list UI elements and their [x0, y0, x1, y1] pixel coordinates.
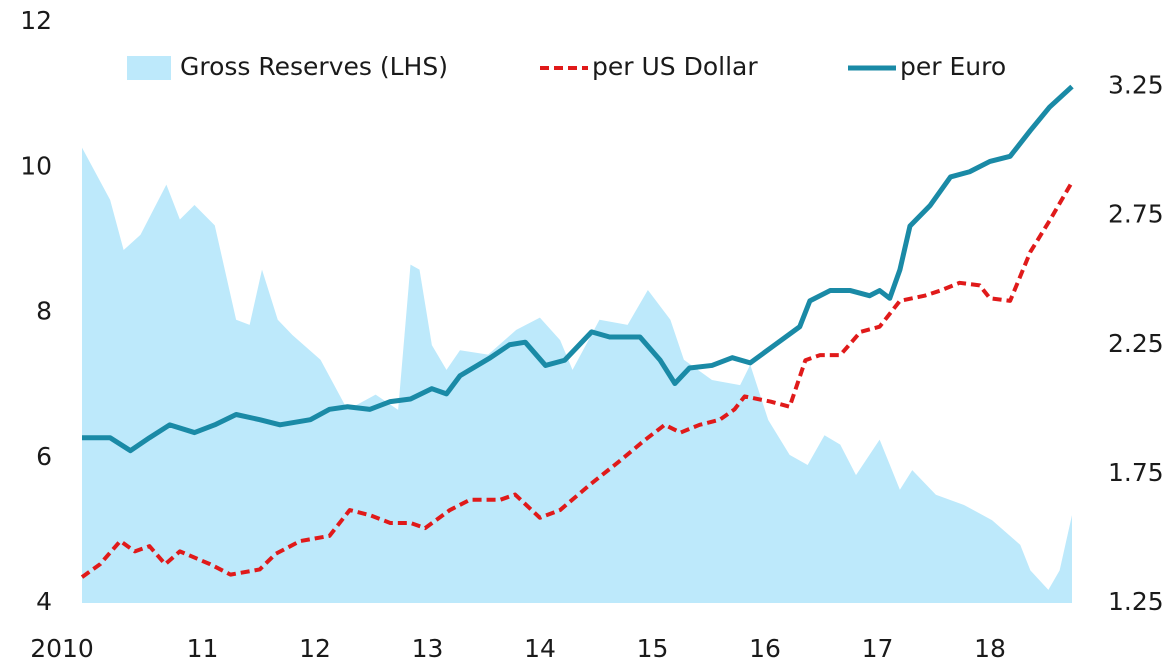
y-tick-label: 4	[36, 587, 52, 616]
y-tick-label: 10	[20, 151, 52, 180]
y2-tick-label: 1.25	[1108, 587, 1164, 616]
y2-tick-label: 2.25	[1108, 329, 1164, 358]
legend-label: Gross Reserves (LHS)	[180, 52, 448, 81]
x-tick-label: 12	[299, 634, 331, 663]
x-tick-label: 16	[749, 634, 781, 663]
exchange-rate-line	[80, 181, 1074, 579]
reserves-area	[82, 147, 1072, 604]
x-tick-label: 14	[524, 634, 556, 663]
y2-tick-label: 2.75	[1108, 200, 1164, 229]
x-tick-label: 18	[974, 634, 1006, 663]
y2-tick-label: 3.25	[1108, 71, 1164, 100]
x-tick-label: 15	[637, 634, 669, 663]
plot	[80, 84, 1074, 604]
y-tick-label: 8	[36, 297, 52, 326]
legend-label: per US Dollar	[592, 52, 758, 81]
exchange-rate-line	[82, 84, 1074, 454]
legend-label: per Euro	[900, 52, 1006, 81]
x-tick-label: 13	[412, 634, 444, 663]
legend-swatch	[127, 56, 171, 80]
x-tick-label: 11	[187, 634, 219, 663]
x-tick-label: 17	[862, 634, 894, 663]
y2-tick-label: 1.75	[1108, 458, 1164, 487]
y-tick-label: 6	[36, 442, 52, 471]
y-tick-label: 12	[20, 6, 52, 35]
x-tick-label: 2010	[30, 634, 94, 663]
legend: Gross Reserves (LHS) per US Dollar per Eur…	[127, 52, 1006, 81]
